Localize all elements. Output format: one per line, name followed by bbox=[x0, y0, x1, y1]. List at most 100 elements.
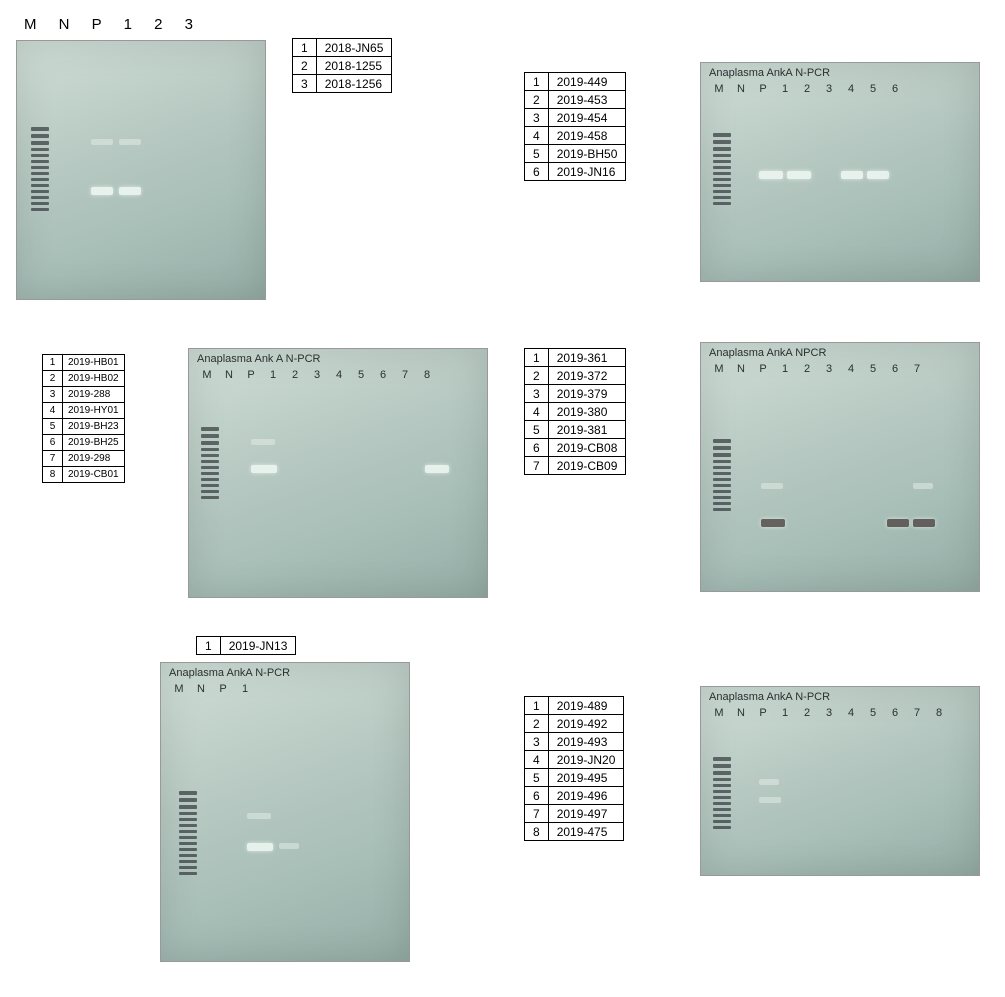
gel-band bbox=[119, 139, 141, 145]
lane-label: P bbox=[755, 83, 771, 95]
table-row: 52019-BH50 bbox=[525, 145, 626, 163]
lane-label: 6 bbox=[887, 83, 903, 95]
lane-label: P bbox=[215, 683, 231, 695]
lane-label: N bbox=[733, 707, 749, 719]
lane-label: P bbox=[243, 369, 259, 381]
lane-label: 4 bbox=[331, 369, 347, 381]
gel-band bbox=[761, 483, 783, 489]
key-sample-id: 2019-CB01 bbox=[63, 467, 125, 483]
panel-a-key-body: 12018-JN6522018-125532018-1256 bbox=[293, 39, 392, 93]
key-index: 3 bbox=[525, 109, 549, 127]
table-row: 52019-495 bbox=[525, 769, 624, 787]
panel-c-gel-image: Anaplasma Ank A N-PCR MNP12345678 bbox=[188, 348, 488, 598]
lane-label: M bbox=[711, 707, 727, 719]
lane-label: N bbox=[193, 683, 209, 695]
key-sample-id: 2018-JN65 bbox=[316, 39, 392, 57]
gel-band bbox=[119, 187, 141, 195]
key-sample-id: 2019-449 bbox=[548, 73, 626, 91]
lane-label: 5 bbox=[865, 363, 881, 375]
key-sample-id: 2019-454 bbox=[548, 109, 626, 127]
lane-label: 4 bbox=[843, 83, 859, 95]
gel-band bbox=[247, 843, 273, 851]
lane-label: 1 bbox=[777, 707, 793, 719]
lane-label: 7 bbox=[397, 369, 413, 381]
gel-lane-labels: MNP12345678 bbox=[189, 369, 487, 381]
table-row: 62019-BH25 bbox=[43, 435, 125, 451]
table-row: 72019-CB09 bbox=[525, 457, 626, 475]
gel-band bbox=[867, 171, 889, 179]
lane-label: 5 bbox=[865, 707, 881, 719]
gel-band bbox=[91, 139, 113, 145]
panel-c-key-body: 12019-HB0122019-HB0232019-28842019-HY015… bbox=[43, 355, 125, 483]
gel-band bbox=[251, 465, 277, 473]
panel-e-gel-image: Anaplasma AnkA N-PCRMNP1 bbox=[160, 662, 410, 962]
panel-e-key-table: 12019-JN13 bbox=[196, 636, 296, 655]
key-sample-id: 2019-JN13 bbox=[220, 637, 296, 655]
lane-label: 2 bbox=[799, 363, 815, 375]
table-row: 22019-HB02 bbox=[43, 371, 125, 387]
table-row: 12019-JN13 bbox=[197, 637, 296, 655]
key-sample-id: 2019-CB09 bbox=[548, 457, 626, 475]
key-sample-id: 2019-BH50 bbox=[548, 145, 626, 163]
lane-label: M bbox=[199, 369, 215, 381]
key-index: 8 bbox=[525, 823, 549, 841]
panel-b-key-table: 12019-44922019-45332019-45442019-4585201… bbox=[524, 72, 626, 181]
key-index: 1 bbox=[525, 73, 549, 91]
lane-label: 6 bbox=[375, 369, 391, 381]
lane-label: P bbox=[755, 707, 771, 719]
panel-f-key-table: 12019-48922019-49232019-49342019-JN20520… bbox=[524, 696, 624, 841]
key-index: 3 bbox=[293, 75, 317, 93]
panel-d-gel-image: Anaplasma AnkA NPCRMNP1234567 bbox=[700, 342, 980, 592]
key-sample-id: 2019-453 bbox=[548, 91, 626, 109]
lane-label: 3 bbox=[821, 707, 837, 719]
lane-label: 1 bbox=[777, 83, 793, 95]
key-index: 7 bbox=[43, 451, 63, 467]
lane-label: 6 bbox=[887, 707, 903, 719]
key-sample-id: 2019-BH23 bbox=[63, 419, 125, 435]
key-sample-id: 2019-497 bbox=[548, 805, 624, 823]
key-index: 4 bbox=[43, 403, 63, 419]
marker-ladder bbox=[713, 133, 731, 205]
table-row: 82019-475 bbox=[525, 823, 624, 841]
lane-label: 3 bbox=[821, 83, 837, 95]
marker-ladder bbox=[179, 791, 197, 875]
key-index: 6 bbox=[43, 435, 63, 451]
table-row: 42019-380 bbox=[525, 403, 626, 421]
gel-title: Anaplasma Ank A N-PCR bbox=[189, 353, 487, 365]
key-index: 7 bbox=[525, 457, 549, 475]
table-row: 12019-361 bbox=[525, 349, 626, 367]
key-index: 1 bbox=[525, 697, 549, 715]
key-sample-id: 2018-1256 bbox=[316, 75, 392, 93]
lane-label: N bbox=[733, 363, 749, 375]
key-sample-id: 2019-379 bbox=[548, 385, 626, 403]
panel-e-key-body: 12019-JN13 bbox=[197, 637, 296, 655]
key-index: 5 bbox=[525, 769, 549, 787]
gel-lane-labels: MNP123456 bbox=[701, 83, 979, 95]
gel-band bbox=[913, 519, 935, 527]
lane-label: 5 bbox=[865, 83, 881, 95]
key-sample-id: 2019-495 bbox=[548, 769, 624, 787]
key-sample-id: 2019-475 bbox=[548, 823, 624, 841]
gel-lane-labels: MNP1234567 bbox=[701, 363, 979, 375]
table-row: 32019-454 bbox=[525, 109, 626, 127]
key-index: 6 bbox=[525, 787, 549, 805]
gel-band bbox=[759, 779, 779, 785]
table-row: 32018-1256 bbox=[293, 75, 392, 93]
panel-d-key-body: 12019-36122019-37232019-37942019-3805201… bbox=[525, 349, 626, 475]
key-index: 4 bbox=[525, 403, 549, 421]
key-sample-id: 2019-380 bbox=[548, 403, 626, 421]
table-row: 22019-492 bbox=[525, 715, 624, 733]
marker-ladder bbox=[713, 757, 731, 829]
panel-a-key-table: 12018-JN6522018-125532018-1256 bbox=[292, 38, 392, 93]
key-sample-id: 2019-496 bbox=[548, 787, 624, 805]
key-index: 8 bbox=[43, 467, 63, 483]
table-row: 32019-379 bbox=[525, 385, 626, 403]
key-index: 5 bbox=[43, 419, 63, 435]
panel-a-lane-header: M N P 1 2 3 bbox=[20, 16, 202, 33]
marker-ladder bbox=[201, 427, 219, 499]
key-index: 7 bbox=[525, 805, 549, 823]
key-sample-id: 2018-1255 bbox=[316, 57, 392, 75]
gel-band bbox=[913, 483, 933, 489]
lane-label: P bbox=[755, 363, 771, 375]
key-index: 6 bbox=[525, 439, 549, 457]
